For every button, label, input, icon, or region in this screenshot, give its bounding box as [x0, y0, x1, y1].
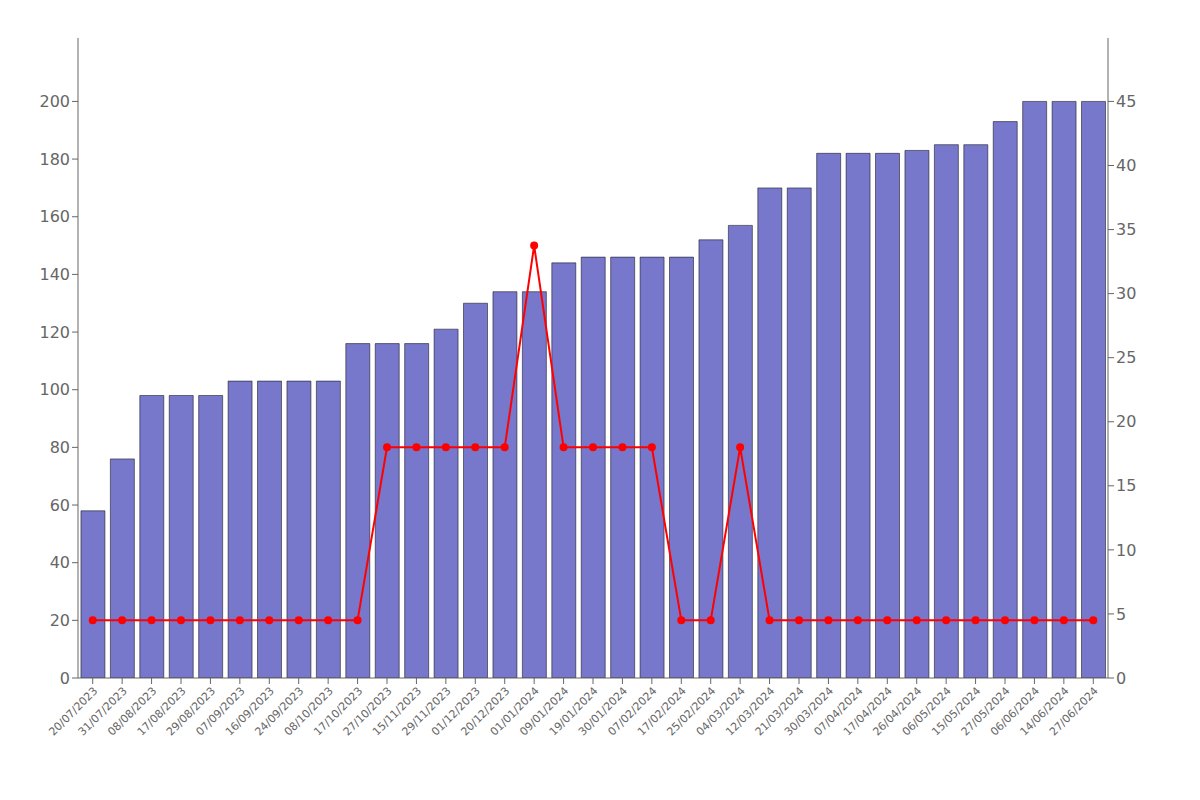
svg-text:100: 100	[39, 380, 70, 399]
svg-text:17/10/2023: 17/10/2023	[311, 684, 366, 739]
svg-text:08/08/2023: 08/08/2023	[105, 684, 160, 739]
svg-text:04/03/2024: 04/03/2024	[693, 684, 748, 739]
svg-text:45: 45	[1116, 92, 1136, 111]
svg-text:60: 60	[50, 496, 70, 515]
svg-text:20/12/2023: 20/12/2023	[458, 684, 513, 739]
svg-text:20: 20	[50, 611, 70, 630]
svg-text:06/06/2024: 06/06/2024	[988, 684, 1043, 739]
svg-text:29/08/2023: 29/08/2023	[164, 684, 219, 739]
svg-text:17/04/2024: 17/04/2024	[840, 684, 895, 739]
svg-text:01/12/2023: 01/12/2023	[428, 684, 483, 739]
svg-text:12/03/2024: 12/03/2024	[723, 684, 778, 739]
svg-text:30/03/2024: 30/03/2024	[782, 684, 837, 739]
svg-text:14/06/2024: 14/06/2024	[1017, 684, 1072, 739]
svg-text:20: 20	[1116, 412, 1136, 431]
svg-text:160: 160	[39, 207, 70, 226]
svg-text:06/05/2024: 06/05/2024	[899, 684, 954, 739]
svg-text:30/01/2024: 30/01/2024	[576, 684, 631, 739]
svg-text:21/03/2024: 21/03/2024	[752, 684, 807, 739]
svg-text:120: 120	[39, 323, 70, 342]
svg-text:07/04/2024: 07/04/2024	[811, 684, 866, 739]
svg-text:07/09/2023: 07/09/2023	[193, 684, 248, 739]
svg-text:01/01/2024: 01/01/2024	[487, 684, 542, 739]
svg-text:0: 0	[1116, 669, 1126, 688]
svg-text:140: 140	[39, 265, 70, 284]
svg-text:25/02/2024: 25/02/2024	[664, 684, 719, 739]
svg-text:17/08/2023: 17/08/2023	[134, 684, 189, 739]
svg-text:27/05/2024: 27/05/2024	[958, 684, 1013, 739]
svg-text:200: 200	[39, 92, 70, 111]
svg-text:15/11/2023: 15/11/2023	[370, 684, 425, 739]
svg-text:24/09/2023: 24/09/2023	[252, 684, 307, 739]
svg-text:15/05/2024: 15/05/2024	[929, 684, 984, 739]
svg-text:16/09/2023: 16/09/2023	[222, 684, 277, 739]
svg-text:17/02/2024: 17/02/2024	[634, 684, 689, 739]
svg-text:30: 30	[1116, 284, 1136, 303]
svg-text:27/10/2023: 27/10/2023	[340, 684, 395, 739]
svg-text:40: 40	[1116, 156, 1136, 175]
svg-text:27/06/2024: 27/06/2024	[1047, 684, 1101, 738]
svg-text:15: 15	[1116, 476, 1136, 495]
svg-text:20/07/2023: 20/07/2023	[46, 684, 101, 739]
svg-text:80: 80	[50, 438, 70, 457]
svg-text:31/07/2023: 31/07/2023	[75, 684, 130, 739]
svg-text:29/11/2023: 29/11/2023	[399, 684, 454, 739]
svg-text:35: 35	[1116, 220, 1136, 239]
svg-text:19/01/2024: 19/01/2024	[546, 684, 601, 739]
svg-text:10: 10	[1116, 541, 1136, 560]
svg-text:07/02/2024: 07/02/2024	[605, 684, 660, 739]
svg-text:26/04/2024: 26/04/2024	[870, 684, 925, 739]
svg-text:5: 5	[1116, 605, 1126, 624]
svg-text:180: 180	[39, 150, 70, 169]
svg-text:09/01/2024: 09/01/2024	[517, 684, 572, 739]
svg-text:25: 25	[1116, 348, 1136, 367]
svg-text:08/10/2023: 08/10/2023	[281, 684, 336, 739]
svg-text:40: 40	[50, 553, 70, 572]
svg-text:0: 0	[60, 669, 70, 688]
